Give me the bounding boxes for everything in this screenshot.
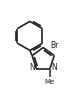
Text: Br: Br <box>50 41 59 50</box>
Text: N: N <box>29 63 35 72</box>
Text: N: N <box>52 63 57 72</box>
Text: Me: Me <box>45 79 55 85</box>
